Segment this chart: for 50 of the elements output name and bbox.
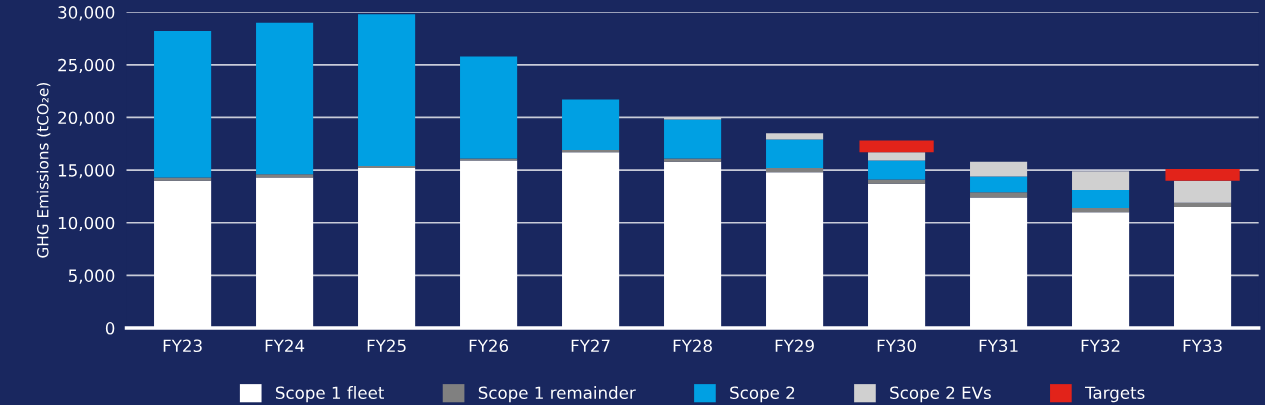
bar — [562, 150, 620, 153]
legend-label: Scope 1 fleet — [275, 386, 384, 403]
bar — [1165, 169, 1240, 181]
bar — [154, 177, 212, 181]
bar — [154, 31, 212, 178]
y-tick-label: 20,000 — [58, 111, 115, 126]
bar — [460, 56, 518, 159]
y-tick-label: 0 — [105, 322, 115, 335]
x-tick-label: FY24 — [265, 339, 305, 352]
bar — [766, 167, 824, 173]
y-tick-label: 10,000 — [58, 216, 115, 232]
bar — [868, 179, 926, 184]
x-tick-label: FY33 — [1183, 339, 1222, 353]
bar — [766, 139, 824, 168]
y-tick-label: 30,000 — [58, 6, 115, 21]
x-tick-label: FY31 — [979, 339, 1018, 353]
legend-label: Scope 1 remainder — [478, 386, 636, 403]
bar — [562, 99, 620, 151]
bar — [358, 14, 416, 166]
x-tick-label: FY26 — [469, 339, 509, 353]
bar — [970, 176, 1028, 193]
bar — [460, 158, 518, 161]
bar — [1174, 180, 1232, 203]
bar — [1174, 202, 1232, 207]
bar — [256, 174, 314, 178]
legend-label: Targets — [1084, 386, 1145, 403]
x-tick-label: FY28 — [673, 339, 712, 353]
y-axis-title: GHG Emissions (tCO₂e) — [36, 82, 51, 258]
bar — [664, 119, 722, 159]
x-tick-label: FY29 — [775, 339, 814, 353]
bar — [664, 158, 722, 162]
bar — [868, 160, 926, 180]
bar — [256, 22, 314, 175]
bar — [859, 140, 934, 153]
bar — [766, 133, 824, 140]
bar — [970, 192, 1028, 198]
y-tick-label: 15,000 — [58, 164, 115, 179]
x-tick-label: FY30 — [877, 339, 916, 353]
bar — [1072, 208, 1130, 213]
y-tick-label: 5,000 — [68, 269, 115, 284]
x-tick-label: FY32 — [1081, 339, 1120, 353]
legend-label: Scope 2 EVs — [890, 386, 991, 403]
x-tick-label: FY25 — [367, 339, 406, 353]
legend-label: Scope 2 — [730, 386, 795, 403]
y-tick-label: 25,000 — [58, 58, 115, 74]
bar — [868, 152, 926, 161]
bar — [1072, 190, 1130, 209]
x-tick-label: FY27 — [571, 339, 610, 352]
x-tick-label: FY23 — [163, 339, 202, 353]
bar — [358, 165, 416, 168]
